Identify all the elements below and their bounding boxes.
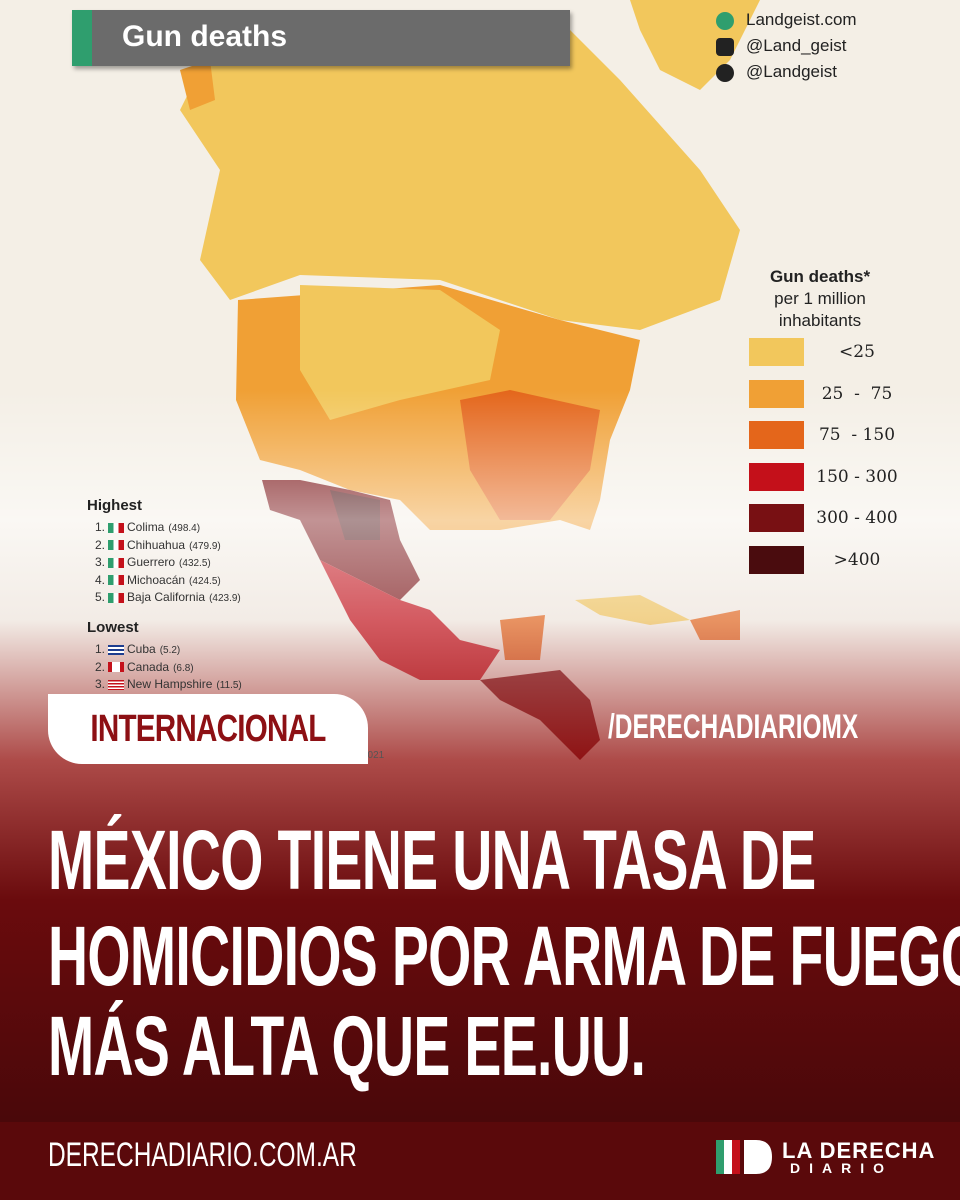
legend-swatch: [749, 462, 804, 491]
rank: 1.: [95, 520, 106, 534]
flag: [108, 592, 125, 603]
badge: INTERNACIONAL: [48, 694, 368, 764]
legend-swatch: [749, 338, 804, 366]
rank-row: 3. Guerrero (432.5): [95, 555, 211, 569]
rank-value: (11.5): [216, 680, 242, 691]
logo-mark: [716, 1140, 772, 1174]
legend-swatch: [749, 504, 804, 532]
flag: [108, 540, 125, 551]
legend-label: 75 - 150: [818, 425, 896, 445]
rank: 5.: [95, 590, 106, 604]
footer: [0, 1122, 960, 1200]
rank-row: 2. Chihuahua (479.9): [95, 538, 221, 552]
credit: Landgeist.com: [746, 10, 857, 29]
logo-text: DIARIO: [790, 1160, 893, 1176]
flag: [108, 644, 125, 655]
rank: 3.: [95, 555, 106, 569]
flag: [108, 575, 125, 586]
legend-swatch: [749, 421, 804, 449]
rank-row: 1. Cuba (5.2): [95, 642, 180, 656]
legend-heading: Gun deaths*: [769, 267, 871, 286]
twitter-icon: [716, 64, 734, 82]
title-box: Gun deaths: [72, 10, 570, 66]
lowest-title: Lowest: [87, 619, 139, 636]
flag: [108, 522, 125, 533]
legend-label: 150 - 300: [816, 466, 898, 487]
rank-value: (5.2): [159, 645, 181, 656]
rank: 1.: [95, 642, 106, 656]
rank-name: Cuba: [127, 642, 156, 656]
headline: MÁS ALTA QUE EE.UU.: [48, 999, 646, 1093]
instagram-icon: [716, 38, 734, 56]
rank-value: (479.9): [189, 540, 221, 552]
rank-row: 4. Michoacán (424.5): [95, 573, 221, 587]
globe-icon: [716, 12, 734, 30]
rank-value: (498.4): [168, 523, 201, 534]
rank-row: 2. Canada (6.8): [95, 660, 194, 674]
rank-value: (6.8): [173, 662, 194, 674]
headline: MÉXICO TIENE UNA TASA DE: [48, 813, 816, 907]
rank-name: Canada: [127, 659, 170, 674]
flag: [108, 557, 125, 568]
credit: @Land_geist: [746, 36, 847, 55]
footer-url: DERECHADIARIO.COM.AR: [48, 1136, 357, 1174]
accent-bar: [72, 10, 92, 66]
source-year: 2021: [362, 750, 385, 761]
headline: HOMICIDIOS POR ARMA DE FUEGO: [48, 909, 960, 1003]
rank-name: Michoacán: [127, 572, 186, 587]
logo-text: LA DERECHA: [782, 1138, 936, 1163]
title: Gun deaths: [122, 20, 288, 53]
rank: 2.: [95, 659, 106, 674]
flag: [108, 679, 125, 690]
rank-value: (423.9): [209, 593, 241, 604]
flag: [108, 662, 125, 673]
highest-title: Highest: [87, 497, 143, 514]
legend-label: 300 - 400: [816, 508, 898, 528]
rank-value: (424.5): [189, 575, 221, 587]
rank-row: 1. Colima (498.4): [95, 520, 200, 534]
credit: @Landgeist: [746, 62, 837, 81]
rank-name: Chihuahua: [127, 537, 186, 552]
rank-name: Guerrero: [127, 555, 176, 569]
social-handle: /DERECHADIARIOMX: [608, 708, 859, 746]
legend-label: <25: [839, 342, 875, 362]
rank-name: New Hampshire: [127, 677, 213, 691]
rank-name: Colima: [127, 520, 165, 534]
legend-label: 25 - 75: [821, 383, 893, 404]
rank-row: 3. New Hampshire (11.5): [95, 677, 242, 691]
legend-subtitle: per 1 million: [774, 289, 866, 308]
rank-value: (432.5): [179, 558, 211, 569]
rank: 2.: [95, 537, 106, 552]
legend-subtitle: inhabitants: [778, 311, 862, 330]
legend-title: Gun deaths* per 1 million inhabitants: [740, 266, 900, 332]
rank-row: 5. Baja California (423.9): [95, 590, 241, 604]
legend-swatch: [749, 545, 804, 574]
rank: 3.: [95, 677, 106, 691]
legend-label: >400: [833, 549, 881, 570]
rank: 4.: [95, 572, 106, 587]
badge-text: INTERNACIONAL: [90, 708, 326, 750]
legend-swatch: [749, 379, 804, 408]
rank-name: Baja California: [127, 590, 206, 604]
